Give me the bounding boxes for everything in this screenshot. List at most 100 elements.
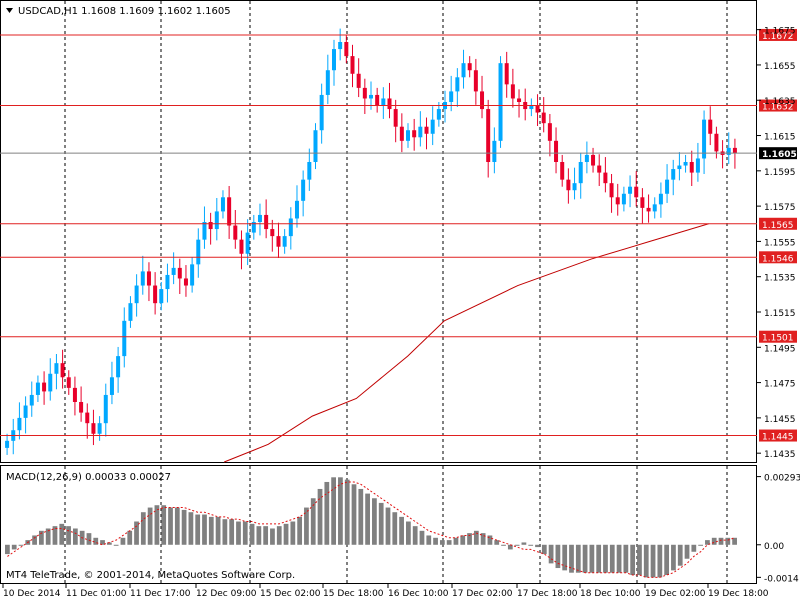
macd-histogram-bar — [718, 537, 724, 545]
macd-histogram-bar — [290, 521, 296, 545]
dropdown-triangle-icon[interactable] — [6, 8, 13, 13]
macd-histogram-bar — [630, 544, 636, 576]
y-tick-label: 1.1595 — [764, 168, 796, 178]
candle-body — [510, 84, 515, 99]
candle-body — [109, 377, 114, 395]
macd-histogram-bar — [507, 544, 513, 550]
macd-histogram-bar — [120, 537, 126, 545]
candle-body — [597, 165, 602, 173]
candle-body — [652, 204, 657, 212]
candle-body — [276, 236, 281, 247]
macd-histogram-bar — [86, 533, 92, 545]
candle-body — [547, 123, 552, 141]
macd-histogram-bar — [473, 530, 479, 545]
macd-histogram-bar — [582, 544, 588, 573]
macd-histogram-bar — [39, 530, 44, 545]
y-tick-label: 1.1455 — [764, 415, 796, 425]
macd-histogram-bar — [378, 502, 384, 545]
candle-body — [584, 154, 589, 162]
macd-histogram-bar — [705, 540, 710, 545]
macd-histogram-bar — [5, 544, 10, 555]
candle-body — [498, 63, 503, 141]
candle-body — [245, 232, 250, 254]
candle-body — [190, 264, 195, 286]
candle-body — [350, 56, 355, 74]
candle-body — [412, 130, 417, 138]
candle-body — [60, 363, 65, 378]
level-label-box — [759, 251, 797, 264]
macd-histogram-bar — [671, 544, 676, 571]
macd-pane-frame — [0, 465, 757, 584]
candle-body — [689, 162, 694, 173]
candle-body — [146, 271, 151, 286]
candle-body — [640, 197, 645, 208]
candle-body — [134, 285, 139, 304]
macd-histogram-bar — [358, 488, 364, 545]
candle-body — [338, 42, 343, 50]
macd-histogram-bar — [331, 477, 336, 545]
macd-histogram-bar — [52, 526, 58, 545]
macd-histogram-bar — [249, 523, 255, 545]
macd-histogram-bar — [711, 537, 717, 545]
candle-body — [473, 70, 478, 92]
candle-body — [621, 193, 626, 205]
candle-body — [578, 162, 583, 184]
macd-histogram-bar — [45, 528, 51, 545]
macd-tick-label: -0.0014 — [764, 574, 799, 584]
x-tick-label: 10 Dec 2014 — [3, 589, 61, 599]
candle-body — [264, 214, 269, 230]
level-label: 1.1546 — [762, 254, 794, 264]
macd-histogram-bar — [263, 526, 269, 545]
macd-histogram-bar — [161, 505, 167, 545]
candle-body — [615, 197, 620, 205]
candle-body — [270, 229, 275, 237]
macd-histogram-bar — [195, 514, 201, 545]
macd-histogram-bar — [18, 544, 24, 546]
candle-body — [517, 98, 522, 102]
macd-histogram-bar — [467, 533, 472, 545]
macd-histogram-bar — [100, 540, 105, 545]
macd-histogram-bar — [725, 537, 731, 545]
candle-body — [202, 222, 207, 240]
candle-body — [233, 225, 238, 240]
macd-histogram-bar — [66, 526, 71, 545]
x-tick-label: 11 Dec 01:00 — [66, 589, 127, 599]
macd-histogram-bar — [188, 512, 194, 545]
price-axis: 1.1675 1.1655 1.1635 1.1615 1.1595 1.1575 1.15… — [757, 27, 796, 460]
candle-body — [29, 394, 34, 406]
candle-body — [294, 200, 299, 219]
candle-body — [356, 73, 361, 88]
candle-body — [726, 147, 731, 155]
x-tick-label: 17 Dec 18:00 — [517, 589, 578, 599]
macd-histogram-bar — [514, 544, 520, 546]
candle-body — [91, 423, 96, 434]
candle-body — [399, 126, 404, 141]
candle-body — [282, 236, 287, 247]
level-label-box — [759, 217, 797, 230]
candle-body — [177, 267, 182, 279]
candle-body — [714, 133, 719, 152]
level-label: 1.1565 — [762, 221, 794, 231]
y-tick-label: 1.1635 — [764, 97, 796, 107]
macd-histogram-bar — [480, 533, 486, 545]
candle-body — [307, 162, 312, 180]
candle-body — [5, 440, 10, 448]
macd-histogram-bar — [596, 544, 602, 573]
macd-histogram-bar — [351, 484, 357, 545]
level-label: 1.1632 — [762, 103, 794, 113]
macd-histogram-bar — [208, 516, 214, 545]
candle-body — [634, 186, 639, 198]
candle-body — [66, 377, 71, 388]
macd-histogram-bar — [691, 544, 697, 552]
macd-histogram-bar — [453, 537, 459, 545]
candle-body — [628, 186, 633, 194]
macd-layer — [5, 477, 737, 578]
macd-histogram-bar — [229, 519, 235, 545]
y-tick-label: 1.1495 — [764, 344, 796, 354]
macd-histogram-bar — [344, 479, 350, 545]
macd-histogram-bar — [324, 481, 330, 545]
macd-histogram-bar — [528, 544, 534, 546]
level-label: 1.1501 — [762, 334, 794, 344]
y-tick-label: 1.1535 — [764, 274, 796, 284]
